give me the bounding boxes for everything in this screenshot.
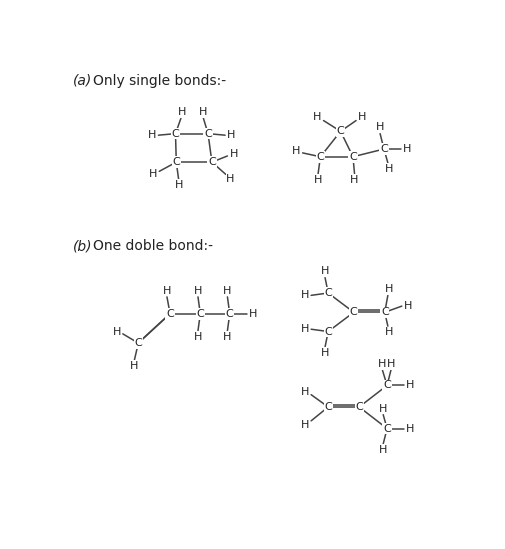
Text: H: H xyxy=(194,332,202,342)
Text: H: H xyxy=(148,130,157,140)
Text: H: H xyxy=(301,290,309,300)
Text: H: H xyxy=(321,266,329,277)
Text: (b): (b) xyxy=(72,239,92,253)
Text: H: H xyxy=(226,174,235,184)
Text: H: H xyxy=(301,386,309,396)
Text: H: H xyxy=(321,348,329,358)
Text: C: C xyxy=(204,128,212,139)
Text: H: H xyxy=(223,285,232,296)
Text: H: H xyxy=(163,285,171,296)
Text: H: H xyxy=(301,324,309,334)
Text: C: C xyxy=(381,307,389,317)
Text: H: H xyxy=(384,284,393,294)
Text: C: C xyxy=(324,288,332,298)
Text: H: H xyxy=(387,359,395,369)
Text: C: C xyxy=(196,309,204,319)
Text: C: C xyxy=(226,309,234,319)
Text: H: H xyxy=(301,421,309,430)
Text: H: H xyxy=(406,380,415,390)
Text: H: H xyxy=(175,180,183,191)
Text: H: H xyxy=(198,107,207,117)
Text: H: H xyxy=(314,175,322,185)
Text: H: H xyxy=(149,170,157,180)
Text: C: C xyxy=(383,423,391,434)
Text: H: H xyxy=(229,149,238,159)
Text: H: H xyxy=(194,285,202,296)
Text: C: C xyxy=(172,128,179,139)
Text: C: C xyxy=(324,327,332,337)
Text: H: H xyxy=(358,113,367,122)
Text: H: H xyxy=(406,423,415,434)
Text: H: H xyxy=(178,107,186,117)
Text: C: C xyxy=(356,402,363,412)
Text: H: H xyxy=(227,130,235,140)
Text: C: C xyxy=(349,152,357,162)
Text: C: C xyxy=(383,380,391,390)
Text: H: H xyxy=(249,309,257,319)
Text: H: H xyxy=(350,175,359,185)
Text: H: H xyxy=(223,332,232,342)
Text: C: C xyxy=(317,152,324,162)
Text: C: C xyxy=(172,157,180,167)
Text: H: H xyxy=(403,144,412,154)
Text: C: C xyxy=(166,309,174,319)
Text: (a): (a) xyxy=(72,74,92,88)
Text: H: H xyxy=(379,445,387,455)
Text: H: H xyxy=(313,113,322,122)
Text: C: C xyxy=(324,402,332,412)
Text: H: H xyxy=(379,404,387,413)
Text: H: H xyxy=(384,327,393,337)
Text: C: C xyxy=(380,144,388,154)
Text: C: C xyxy=(350,307,358,317)
Text: H: H xyxy=(384,164,393,174)
Text: H: H xyxy=(404,301,412,311)
Text: H: H xyxy=(292,147,300,156)
Text: H: H xyxy=(130,361,138,371)
Text: H: H xyxy=(378,359,387,369)
Text: C: C xyxy=(134,338,142,348)
Text: H: H xyxy=(376,122,384,132)
Text: C: C xyxy=(337,126,344,136)
Text: One doble bond:-: One doble bond:- xyxy=(92,239,213,253)
Text: H: H xyxy=(113,327,121,337)
Text: C: C xyxy=(208,157,216,167)
Text: Only single bonds:-: Only single bonds:- xyxy=(92,74,226,88)
